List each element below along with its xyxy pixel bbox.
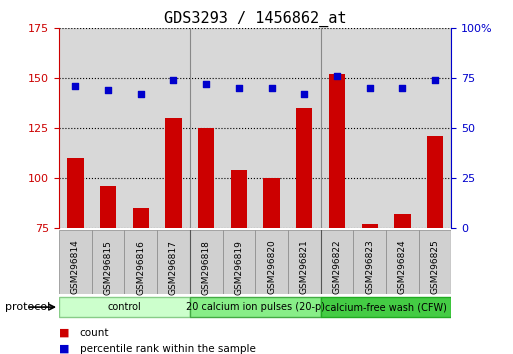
Bar bbox=[362, 224, 378, 228]
Bar bbox=[329, 74, 345, 228]
Text: percentile rank within the sample: percentile rank within the sample bbox=[80, 344, 255, 354]
Text: GSM296818: GSM296818 bbox=[202, 240, 211, 295]
FancyBboxPatch shape bbox=[419, 230, 451, 294]
FancyBboxPatch shape bbox=[321, 297, 451, 318]
Point bbox=[431, 78, 439, 83]
Point bbox=[300, 91, 308, 97]
FancyBboxPatch shape bbox=[386, 230, 419, 294]
FancyBboxPatch shape bbox=[353, 230, 386, 294]
Point bbox=[104, 87, 112, 93]
Point bbox=[136, 91, 145, 97]
Text: 20 calcium ion pulses (20-p): 20 calcium ion pulses (20-p) bbox=[186, 302, 325, 312]
Bar bbox=[165, 118, 182, 228]
Text: GSM296814: GSM296814 bbox=[71, 240, 80, 295]
Text: control: control bbox=[108, 302, 141, 312]
Point bbox=[267, 85, 275, 91]
Title: GDS3293 / 1456862_at: GDS3293 / 1456862_at bbox=[164, 11, 346, 27]
FancyBboxPatch shape bbox=[321, 230, 353, 294]
FancyBboxPatch shape bbox=[92, 230, 124, 294]
Text: calcium-free wash (CFW): calcium-free wash (CFW) bbox=[325, 302, 447, 312]
FancyBboxPatch shape bbox=[190, 297, 321, 318]
Bar bbox=[132, 208, 149, 228]
Point bbox=[366, 85, 374, 91]
FancyBboxPatch shape bbox=[157, 230, 190, 294]
Bar bbox=[198, 128, 214, 228]
Bar bbox=[263, 178, 280, 228]
Text: GSM296817: GSM296817 bbox=[169, 240, 178, 295]
Bar bbox=[67, 158, 84, 228]
FancyBboxPatch shape bbox=[124, 230, 157, 294]
Text: GSM296822: GSM296822 bbox=[332, 240, 342, 294]
FancyBboxPatch shape bbox=[255, 230, 288, 294]
FancyBboxPatch shape bbox=[223, 230, 255, 294]
Text: protocol: protocol bbox=[5, 302, 50, 312]
Text: GSM296825: GSM296825 bbox=[430, 240, 440, 295]
Point bbox=[169, 78, 177, 83]
FancyBboxPatch shape bbox=[59, 230, 92, 294]
Text: ■: ■ bbox=[59, 328, 69, 338]
Point bbox=[71, 84, 80, 89]
FancyBboxPatch shape bbox=[59, 297, 190, 318]
FancyBboxPatch shape bbox=[190, 230, 223, 294]
FancyBboxPatch shape bbox=[288, 230, 321, 294]
Text: ■: ■ bbox=[59, 344, 69, 354]
Point bbox=[202, 81, 210, 87]
Text: GSM296821: GSM296821 bbox=[300, 240, 309, 295]
Text: GSM296824: GSM296824 bbox=[398, 240, 407, 294]
Text: GSM296820: GSM296820 bbox=[267, 240, 276, 295]
Text: GSM296815: GSM296815 bbox=[104, 240, 112, 295]
Text: count: count bbox=[80, 328, 109, 338]
Bar bbox=[231, 170, 247, 228]
Bar bbox=[296, 108, 312, 228]
Bar bbox=[427, 136, 443, 228]
Text: GSM296823: GSM296823 bbox=[365, 240, 374, 295]
Text: GSM296819: GSM296819 bbox=[234, 240, 243, 295]
Point bbox=[333, 74, 341, 79]
Text: GSM296816: GSM296816 bbox=[136, 240, 145, 295]
Bar bbox=[394, 214, 410, 228]
Point bbox=[235, 85, 243, 91]
Bar bbox=[100, 186, 116, 228]
Point bbox=[398, 85, 406, 91]
